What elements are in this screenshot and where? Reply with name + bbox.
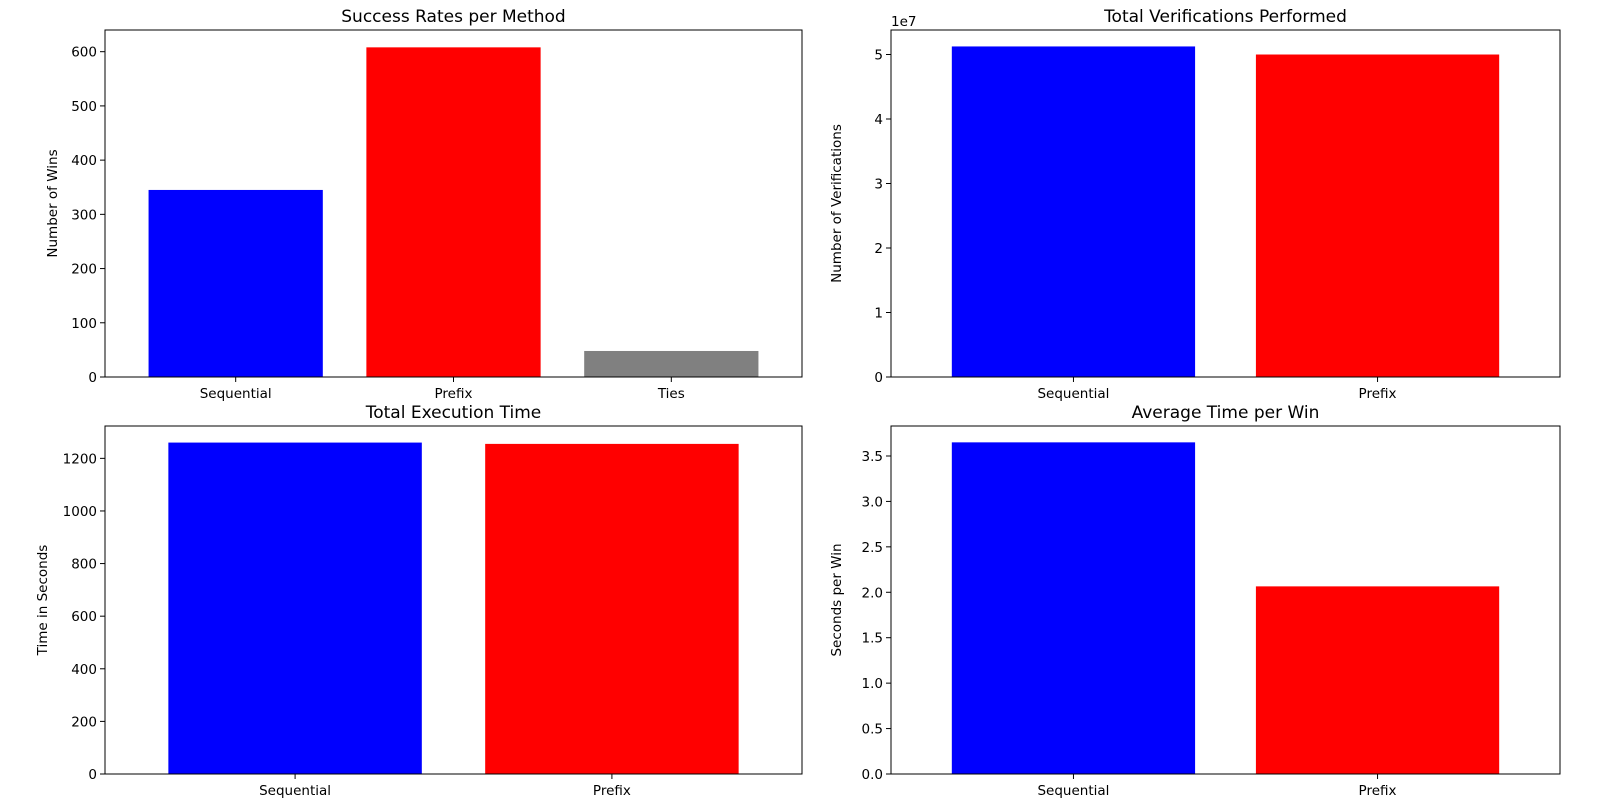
chart-total-execution-time: 0 200 400 600 800 1000 1200 Sequential Prefix Tot… (35, 403, 803, 799)
chart-total-verifications: 0 1 2 3 4 5 Sequential Prefix Total Verification… (829, 7, 1561, 402)
x-tick-label: Sequential (200, 386, 272, 402)
bar-sequential (951, 442, 1196, 774)
chart-title: Total Execution Time (365, 403, 542, 423)
y-tick-label: 200 (71, 714, 97, 730)
y-tick-label: 1000 (63, 504, 97, 520)
y-tick-label: 400 (71, 662, 97, 678)
y-tick-label: 1.5 (862, 631, 883, 647)
bar-ties (584, 350, 759, 377)
x-tick-label: Prefix (1359, 783, 1397, 799)
y-tick-label: 400 (71, 153, 97, 169)
chart-title: Success Rates per Method (341, 7, 565, 27)
plot-frame (890, 29, 1561, 378)
x-tick-label: Ties (657, 386, 685, 402)
bar-prefix (1255, 54, 1500, 378)
x-tick-label: Prefix (435, 386, 473, 402)
y-tick-label: 800 (71, 557, 97, 573)
bar-prefix (1255, 586, 1500, 774)
y-tick-label: 4 (874, 112, 883, 128)
chart-title: Total Verifications Performed (1103, 7, 1347, 27)
bar-prefix (366, 47, 541, 377)
y-tick-label: 3 (874, 177, 883, 193)
bar-sequential (951, 46, 1196, 378)
x-tick-label: Sequential (1037, 783, 1109, 799)
y-tick-label: 2.0 (862, 585, 883, 601)
y-tick-label: 0.5 (862, 722, 883, 738)
x-tick-label: Prefix (593, 783, 631, 799)
y-tick-label: 2.5 (862, 540, 883, 556)
y-tick-label: 1 (874, 306, 883, 322)
plot-frame (104, 425, 803, 775)
y-axis-label: Seconds per Win (829, 543, 845, 656)
y-tick-label: 500 (71, 99, 97, 115)
y-tick-label: 1200 (63, 451, 97, 467)
bar-sequential (168, 442, 422, 774)
y-tick-label: 0 (88, 370, 97, 386)
bar-prefix (485, 443, 739, 774)
y-tick-label: 2 (874, 241, 883, 257)
y-tick-label: 300 (71, 207, 97, 223)
y-tick-label: 5 (874, 48, 883, 64)
y-tick-label: 200 (71, 262, 97, 278)
y-tick-label: 1.0 (862, 676, 883, 692)
chart-average-time-per-win: 0.0 0.5 1.0 1.5 2.0 2.5 3.0 3.5 Sequential Prefix… (829, 403, 1561, 799)
y-axis-label: Number of Verifications (829, 124, 845, 283)
y-tick-label: 0 (88, 767, 97, 783)
y-tick-label: 100 (71, 316, 97, 332)
plot-frame (890, 425, 1561, 775)
y-tick-label: 3.5 (862, 449, 883, 465)
chart-success-rates: 0 100 200 300 400 500 600 Sequential Prefix Ties S… (45, 7, 803, 402)
y-tick-label: 0 (874, 370, 883, 386)
y-axis-label: Time in Seconds (35, 545, 51, 657)
bar-sequential (148, 189, 323, 377)
y-axis-label: Number of Wins (45, 149, 61, 257)
y-tick-label: 600 (71, 45, 97, 61)
x-tick-label: Prefix (1359, 386, 1397, 402)
chart-title: Average Time per Win (1132, 403, 1320, 423)
y-offset-label: 1e7 (891, 14, 916, 30)
y-tick-label: 0.0 (862, 767, 883, 783)
x-tick-label: Sequential (1037, 386, 1109, 402)
y-tick-label: 3.0 (862, 494, 883, 510)
y-tick-label: 600 (71, 609, 97, 625)
x-tick-label: Sequential (259, 783, 331, 799)
